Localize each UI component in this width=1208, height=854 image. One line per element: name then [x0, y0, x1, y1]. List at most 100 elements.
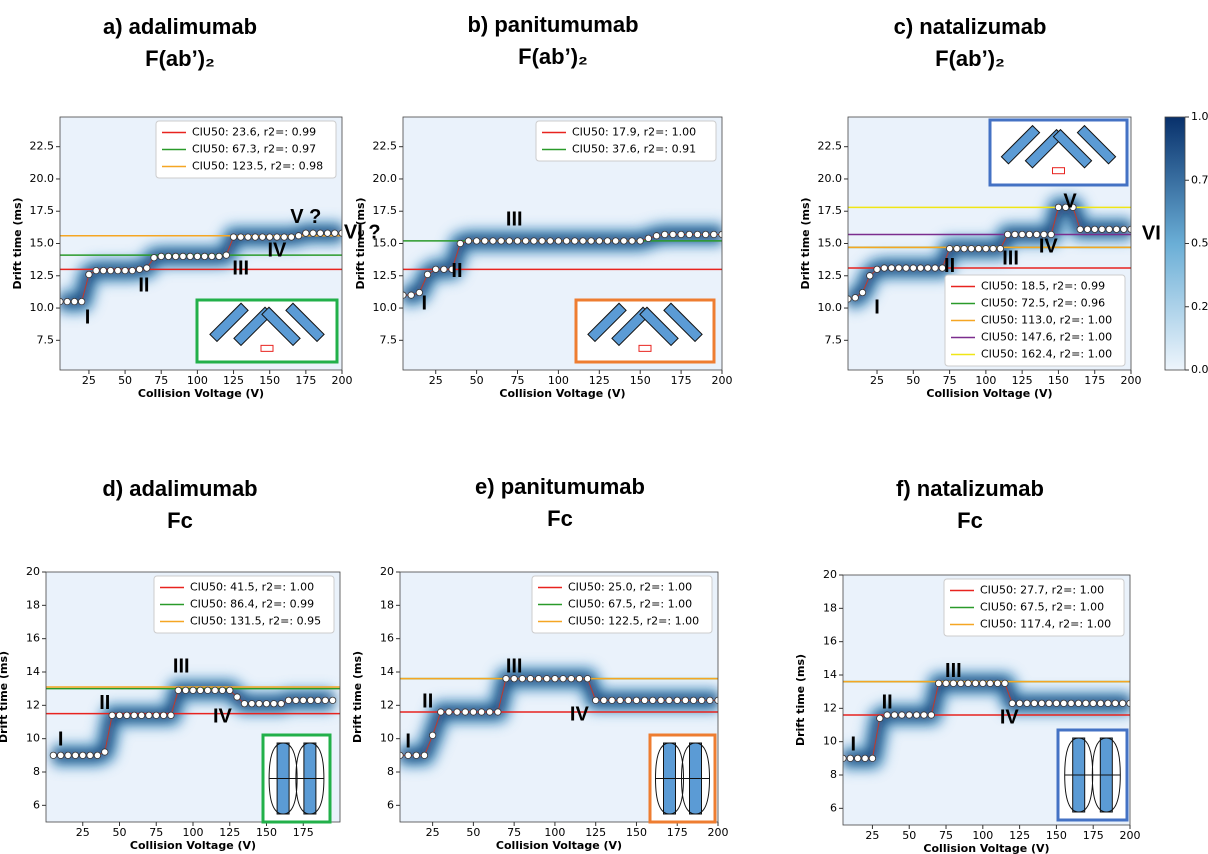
feature-point: [883, 711, 891, 719]
feature-point: [677, 230, 685, 239]
feature-point: [1008, 699, 1016, 707]
hinge: [638, 344, 652, 352]
panel: a) adalimumab F(ab’)₂ 25 50 75 100 125 150 175 20…: [11, 14, 381, 400]
feature-point: [1062, 203, 1070, 211]
y-axis-label: Drift time (ms): [794, 654, 807, 746]
feature-point: [497, 237, 505, 245]
feature-point: [244, 233, 252, 241]
feature-point: [469, 708, 477, 716]
feature-label: I: [874, 296, 880, 318]
feature-point: [1089, 699, 1097, 707]
legend: CIU50: 41.5, r2=: 1.00 CIU50: 86.4, r2=: …: [153, 575, 335, 634]
feature-point: [975, 245, 983, 253]
y-tick-label: 6: [33, 798, 40, 811]
feature-point: [935, 679, 943, 687]
feature-point: [945, 245, 954, 253]
feature-point: [404, 751, 412, 759]
x-tick-label: 200: [708, 826, 729, 839]
x-tick-label: 175: [1084, 374, 1105, 387]
feature-point: [665, 696, 673, 704]
feature-label: II: [451, 260, 462, 282]
feature-point: [255, 700, 263, 708]
feature-point: [854, 754, 862, 762]
feature-point: [1033, 230, 1041, 239]
feature-point: [971, 679, 980, 687]
feature-label: V ?: [290, 206, 321, 228]
feature-point: [562, 237, 571, 245]
x-tick-label: 200: [1120, 829, 1141, 842]
feature-point: [1104, 699, 1112, 707]
feature-point: [415, 288, 423, 297]
y-tick-label: 10.0: [818, 301, 843, 314]
feature-point: [641, 696, 649, 704]
feature-point: [846, 754, 854, 762]
panel-title: e) panitumumab: [475, 474, 645, 499]
feature-point: [64, 751, 72, 759]
feature-point: [477, 708, 486, 716]
x-axis-label: Collision Voltage (V): [496, 839, 622, 852]
x-tick-label: 150: [256, 826, 277, 839]
feature-point: [1074, 699, 1083, 707]
x-tick-label: 75: [511, 374, 525, 387]
feature-point: [1082, 699, 1090, 707]
feature-point: [150, 254, 158, 262]
feature-path: [400, 678, 718, 756]
chain: [209, 302, 249, 343]
y-tick-label: 10: [380, 732, 394, 745]
feature-point: [1119, 699, 1127, 707]
structure-inset: [1056, 728, 1129, 822]
feature-point: [440, 265, 448, 273]
structure-inset: [574, 298, 716, 364]
domain-outline: [295, 742, 325, 815]
feature-label: IV: [1039, 236, 1059, 258]
feature-point: [628, 237, 636, 245]
feature-label: III: [506, 209, 523, 231]
feature-point: [86, 751, 94, 759]
feature-point: [284, 696, 293, 704]
feature-point: [316, 229, 324, 237]
x-tick-label: 125: [219, 826, 240, 839]
legend-label: CIU50: 162.4, r2=: 1.00: [981, 348, 1112, 361]
legend-label: CIU50: 18.5, r2=: 0.99: [981, 280, 1105, 293]
domain-outline: [680, 742, 711, 815]
y-tick-label: 6: [830, 801, 837, 814]
feature-point: [1127, 225, 1131, 233]
feature-point: [710, 230, 718, 239]
feature-point: [632, 696, 641, 704]
panel-title: b) panitumumab: [467, 12, 638, 37]
y-axis-label: Drift time (ms): [0, 651, 10, 743]
plot-area: [60, 220, 342, 315]
feature-point: [108, 711, 116, 719]
feature-label: II: [99, 692, 110, 714]
y-axis-label: Drift time (ms): [799, 197, 812, 289]
x-tick-label: 175: [667, 826, 688, 839]
y-axis-label: Drift time (ms): [354, 197, 367, 289]
feature-point: [407, 291, 415, 299]
feature-point: [240, 700, 249, 708]
legend: CIU50: 27.7, r2=: 1.00 CIU50: 67.5, r2=: …: [943, 578, 1125, 637]
feature-point: [571, 237, 579, 245]
x-tick-label: 150: [1048, 374, 1069, 387]
feature-point: [996, 245, 1004, 253]
y-tick-label: 8: [830, 768, 837, 781]
structure-inset: [261, 733, 332, 824]
feature-point: [57, 751, 65, 759]
feature-point: [1030, 699, 1038, 707]
plot-frame: [399, 571, 719, 823]
legend-label: CIU50: 113.0, r2=: 1.00: [981, 314, 1112, 327]
hinge: [1052, 167, 1065, 175]
feature-point: [331, 229, 339, 237]
feature-point: [78, 297, 86, 306]
feature-point: [1011, 230, 1019, 239]
panel-title: c) natalizumab: [894, 14, 1047, 39]
feature-point: [909, 264, 917, 272]
feature-point: [1023, 699, 1031, 707]
x-tick-label: 50: [906, 374, 920, 387]
x-tick-label: 25: [429, 374, 443, 387]
feature-point: [502, 675, 510, 683]
x-tick-label: 100: [544, 826, 565, 839]
feature-point: [681, 696, 689, 704]
legend-box: [531, 575, 713, 634]
feature-point: [489, 237, 497, 245]
legend-label: CIU50: 37.6, r2=: 0.91: [572, 143, 696, 156]
